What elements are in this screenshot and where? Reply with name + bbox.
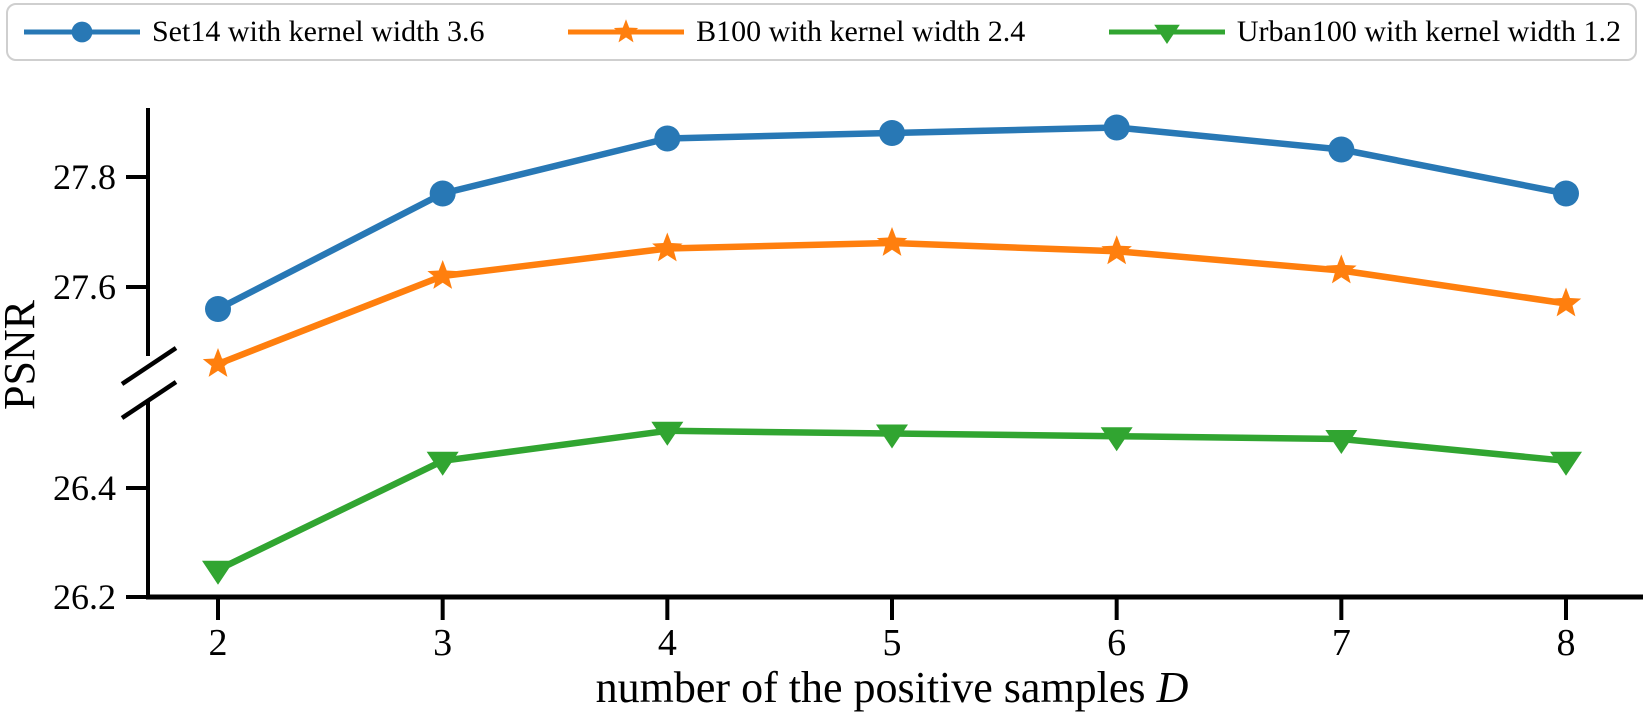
legend-item-set14: Set14 with kernel width 3.6 bbox=[22, 15, 484, 49]
y-axis-label: PSNR bbox=[0, 299, 44, 410]
legend-marker bbox=[613, 19, 639, 43]
legend: Set14 with kernel width 3.6 B100 with ke… bbox=[6, 3, 1637, 61]
axis-break-slash bbox=[120, 380, 178, 420]
legend-item-urban100: Urban100 with kernel width 1.2 bbox=[1107, 15, 1621, 49]
data-point-marker bbox=[427, 260, 458, 289]
series-line bbox=[214, 239, 1570, 368]
data-point-marker bbox=[654, 125, 681, 152]
data-point-marker bbox=[1328, 136, 1355, 163]
data-point-marker bbox=[1550, 287, 1582, 317]
data-point-marker bbox=[1553, 180, 1579, 207]
series-line bbox=[214, 427, 1570, 573]
y-tick-label: 27.6 bbox=[53, 267, 116, 307]
data-point-marker bbox=[426, 451, 459, 476]
star-marker-icon bbox=[568, 19, 685, 43]
legend-label: B100 with kernel width 2.4 bbox=[696, 15, 1026, 48]
triangle-down-marker-icon bbox=[1108, 24, 1225, 44]
x-tick-label: 4 bbox=[658, 622, 677, 664]
circle-marker-icon bbox=[24, 21, 140, 43]
data-point-marker bbox=[205, 296, 231, 322]
x-axis-label: number of the positive samples D bbox=[596, 663, 1189, 712]
legend-item-b100: B100 with kernel width 2.4 bbox=[566, 15, 1025, 49]
y-tick-label: 26.2 bbox=[53, 577, 116, 617]
data-point-marker bbox=[1326, 254, 1357, 284]
data-point-marker bbox=[876, 424, 908, 449]
x-tick-label: 3 bbox=[433, 622, 452, 664]
data-point-marker bbox=[429, 180, 456, 207]
x-tick-label: 6 bbox=[1107, 622, 1126, 664]
legend-label: Urban100 with kernel width 1.2 bbox=[1236, 15, 1621, 48]
legend-label: Set14 with kernel width 3.6 bbox=[152, 15, 485, 48]
y-tick-label: 27.8 bbox=[53, 157, 116, 197]
data-point-marker bbox=[651, 421, 684, 446]
data-point-marker bbox=[1103, 114, 1130, 141]
data-point-marker bbox=[652, 232, 683, 262]
x-tick-label: 8 bbox=[1557, 622, 1576, 664]
data-point-marker bbox=[1101, 235, 1132, 265]
data-point-marker bbox=[202, 348, 234, 377]
x-tick-label: 5 bbox=[883, 622, 902, 664]
axis-break-slash bbox=[120, 346, 178, 386]
data-point-marker bbox=[1550, 451, 1582, 476]
data-point-marker bbox=[202, 560, 234, 585]
legend-marker bbox=[1154, 24, 1180, 44]
data-point-marker bbox=[876, 227, 908, 256]
y-tick-label: 26.4 bbox=[53, 468, 116, 508]
x-tick-label: 7 bbox=[1332, 622, 1351, 664]
data-point-marker bbox=[1100, 427, 1133, 452]
data-point-marker bbox=[1325, 429, 1358, 454]
legend-marker bbox=[71, 21, 93, 43]
data-point-marker bbox=[879, 120, 905, 146]
x-tick-label: 2 bbox=[209, 622, 228, 664]
